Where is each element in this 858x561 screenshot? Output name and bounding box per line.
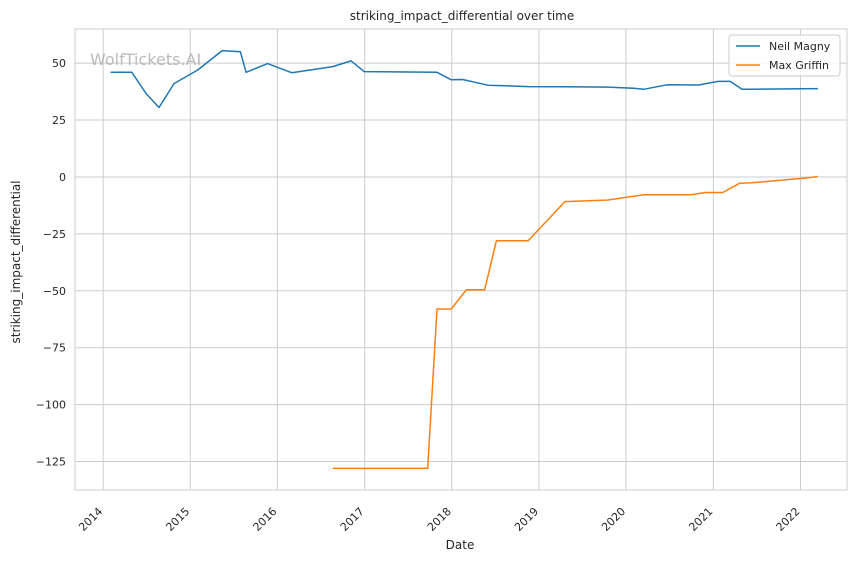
- y-tick-label: −25: [43, 228, 66, 241]
- series-line-max-griffin: [332, 175, 818, 470]
- watermark: WolfTickets.AI: [90, 50, 201, 69]
- plot-area-frame: [74, 28, 848, 491]
- grid-lines: [75, 29, 847, 490]
- y-tick-label: −50: [43, 285, 66, 298]
- y-tick-label: −125: [36, 456, 66, 469]
- legend-label: Max Griffin: [769, 59, 829, 72]
- y-tick-label: 50: [52, 57, 66, 70]
- y-tick-label: 0: [59, 171, 66, 184]
- legend-label: Neil Magny: [769, 40, 831, 53]
- y-axis-ticks: 50 25 0 −25 −50 −75 −100 −125: [36, 57, 66, 468]
- y-axis-label: striking_impact_differential: [9, 180, 23, 343]
- series-lines: [110, 49, 818, 470]
- y-tick-label: −75: [43, 342, 66, 355]
- y-tick-label: 25: [52, 114, 66, 127]
- x-axis-label: Date: [446, 538, 475, 552]
- chart-title: striking_impact_differential over time: [350, 9, 575, 23]
- legend: Neil Magny Max Griffin: [728, 34, 841, 77]
- series-line-neil-magny: [110, 49, 818, 109]
- y-tick-label: −100: [36, 399, 66, 412]
